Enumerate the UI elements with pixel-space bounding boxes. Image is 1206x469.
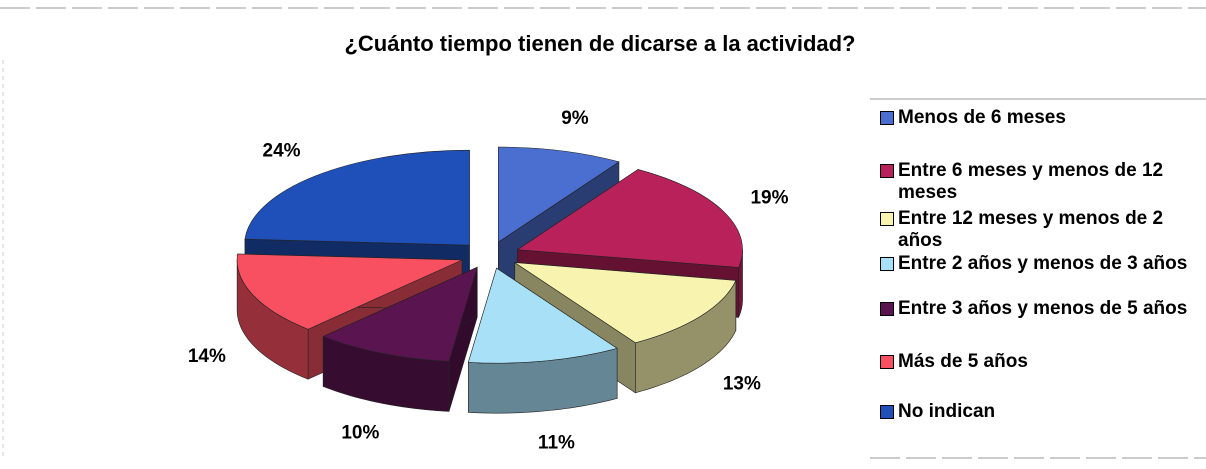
legend-label: Entre 6 meses y menos de 12 meses <box>898 160 1164 203</box>
legend-item: Entre 2 años y menos de 3 años <box>880 253 1200 275</box>
data-label: 11% <box>538 432 575 453</box>
data-label: 24% <box>263 141 301 162</box>
legend-item: Más de 5 años <box>880 351 1200 373</box>
legend-item: Menos de 6 meses <box>880 107 1200 129</box>
slice-top <box>498 146 620 243</box>
slice <box>322 266 478 412</box>
slice <box>467 267 618 414</box>
legend-swatch <box>880 405 894 419</box>
legend-label: Entre 3 años y menos de 5 años <box>898 298 1188 319</box>
legend-label: Menos de 6 meses <box>898 107 1066 128</box>
legend-label: Entre 12 meses y menos de 2 años <box>898 208 1164 251</box>
legend-swatch <box>880 355 894 369</box>
data-label: 10% <box>341 422 379 443</box>
data-label: 19% <box>750 188 788 209</box>
legend-swatch <box>880 164 894 178</box>
data-label: 14% <box>188 346 226 367</box>
legend-label: No indican <box>898 401 996 422</box>
legend-swatch <box>880 212 894 226</box>
slice-top <box>236 253 463 330</box>
legend-item: Entre 6 meses y menos de 12 meses <box>880 160 1200 204</box>
slice-top <box>516 169 743 268</box>
legend-item: No indican <box>880 401 1200 423</box>
slice-top <box>244 149 470 246</box>
data-label: 9% <box>561 108 589 129</box>
legend-swatch <box>880 111 894 125</box>
chart-title: ¿Cuánto tiempo tienen de dicarse a la ac… <box>344 31 855 56</box>
legend-swatch <box>880 257 894 271</box>
data-label: 13% <box>723 374 761 395</box>
legend-swatch <box>880 302 894 316</box>
legend-item: Entre 3 años y menos de 5 años <box>880 298 1200 320</box>
slice-top <box>513 262 737 344</box>
slice-top <box>322 266 478 362</box>
slice-top <box>467 267 618 364</box>
legend-item: Entre 12 meses y menos de 2 años <box>880 208 1200 252</box>
legend-label: Más de 5 años <box>898 351 1028 372</box>
legend-label: Entre 2 años y menos de 3 años <box>898 253 1188 274</box>
